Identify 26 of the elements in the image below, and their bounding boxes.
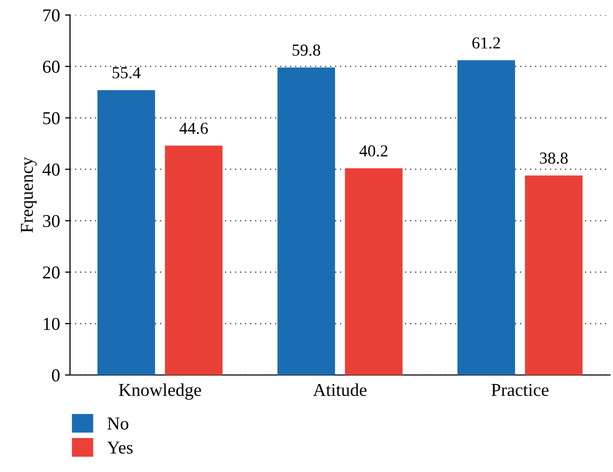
y-tick-label: 40 xyxy=(42,164,60,176)
y-tick-label: 70 xyxy=(43,9,60,22)
y-tick-label: 30 xyxy=(43,214,60,228)
bar xyxy=(524,175,583,375)
legend-label: No xyxy=(107,418,128,430)
bar xyxy=(97,90,156,375)
data-label: 61.2 xyxy=(472,37,500,49)
y-tick-label: 0 xyxy=(52,369,60,382)
y-tick-label: 10 xyxy=(44,318,60,330)
bar xyxy=(164,146,223,375)
data-label: 38.8 xyxy=(540,152,568,164)
x-tick-label: Atitude xyxy=(313,383,366,396)
x-tick-label: Knowledge xyxy=(118,383,201,400)
legend-label: Yes xyxy=(107,442,133,454)
y-tick-label: 50 xyxy=(43,112,60,124)
data-label: 40.2 xyxy=(359,145,388,157)
bar xyxy=(277,67,336,375)
bar xyxy=(344,168,403,375)
y-tick-label: 20 xyxy=(43,266,60,279)
data-label: 59.8 xyxy=(292,44,320,56)
y-tick-label: 60 xyxy=(43,60,60,73)
data-label: 44.6 xyxy=(179,122,208,134)
data-label: 55.4 xyxy=(112,67,141,78)
x-tick-label: Practice xyxy=(491,384,548,396)
y-axis-title: Frequency xyxy=(20,156,37,233)
bar xyxy=(457,60,516,375)
